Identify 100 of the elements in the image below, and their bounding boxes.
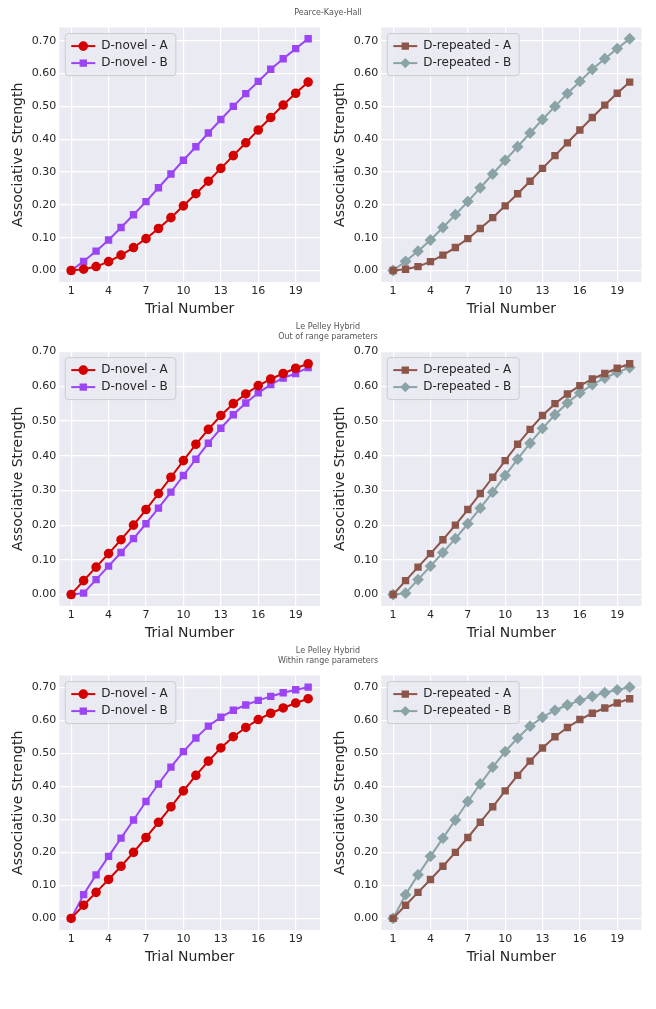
x-tick-label: 16 [572, 284, 587, 298]
x-tick-label: 19 [288, 608, 303, 622]
y-axis-title: Associative Strength [331, 406, 348, 551]
x-tick-label: 10 [498, 608, 513, 622]
x-tick-label: 1 [67, 284, 75, 298]
x-tick-label: 16 [572, 932, 587, 946]
x-tick-label: 7 [464, 932, 472, 946]
legend-label: D-repeated - B [423, 55, 512, 70]
y-tick-label: 0.40 [31, 779, 57, 793]
y-tick-label: 0.70 [31, 680, 57, 694]
x-tick-label: 10 [498, 284, 513, 298]
x-tick-label: 1 [67, 608, 75, 622]
legend-label: D-novel - A [101, 362, 169, 377]
x-tick-label: 10 [498, 932, 513, 946]
y-tick-label: 0.70 [353, 33, 379, 47]
y-tick-label: 0.00 [31, 263, 57, 277]
x-axis-title: Trial Number [465, 624, 557, 641]
x-tick-label: 16 [572, 608, 587, 622]
y-tick-label: 0.40 [31, 132, 57, 146]
y-tick-label: 0.50 [31, 746, 57, 760]
legend-label: D-repeated - A [423, 38, 512, 53]
x-tick-label: 7 [142, 608, 150, 622]
x-tick-label: 19 [610, 932, 625, 946]
y-tick-label: 0.40 [31, 448, 57, 462]
x-tick-label: 13 [213, 608, 228, 622]
y-tick-label: 0.10 [31, 230, 57, 244]
y-tick-label: 0.50 [353, 746, 379, 760]
y-tick-label: 0.60 [353, 713, 379, 727]
x-tick-label: 1 [389, 608, 397, 622]
y-tick-label: 0.10 [31, 878, 57, 892]
y-tick-label: 0.10 [31, 552, 57, 566]
y-axis-title: Associative Strength [331, 730, 348, 875]
y-tick-label: 0.00 [31, 587, 57, 601]
legend-label: D-novel - A [101, 686, 169, 701]
y-tick-label: 0.50 [353, 413, 379, 427]
x-tick-label: 1 [389, 932, 397, 946]
y-axis-title: Associative Strength [9, 82, 26, 227]
y-tick-label: 0.00 [353, 587, 379, 601]
y-axis-title: Associative Strength [331, 82, 348, 227]
y-tick-label: 0.50 [31, 99, 57, 113]
x-tick-label: 19 [288, 932, 303, 946]
y-tick-label: 0.00 [353, 263, 379, 277]
y-axis-title: Associative Strength [9, 730, 26, 875]
y-tick-label: 0.00 [31, 911, 57, 925]
chart-subtitle: Within range parameters [276, 656, 380, 666]
y-tick-label: 0.70 [353, 344, 379, 358]
chart-subtitle: Out of range parameters [277, 332, 379, 342]
y-axis-title: Associative Strength [9, 406, 26, 551]
x-tick-label: 7 [142, 284, 150, 298]
x-tick-label: 4 [426, 932, 434, 946]
x-tick-label: 7 [464, 608, 472, 622]
y-tick-label: 0.30 [31, 483, 57, 497]
y-tick-label: 0.60 [353, 379, 379, 393]
chart-title: Le Pelley Hybrid [294, 646, 362, 656]
y-tick-label: 0.20 [353, 197, 379, 211]
chart-title: Le Pelley Hybrid [294, 322, 362, 332]
y-tick-label: 0.20 [353, 517, 379, 531]
x-tick-label: 4 [105, 608, 113, 622]
x-axis-title: Trial Number [143, 948, 235, 965]
y-tick-label: 0.50 [353, 99, 379, 113]
y-tick-label: 0.60 [31, 66, 57, 80]
y-tick-label: 0.30 [31, 164, 57, 178]
y-tick-label: 0.20 [31, 517, 57, 531]
y-tick-label: 0.60 [31, 379, 57, 393]
y-tick-label: 0.70 [31, 33, 57, 47]
x-tick-label: 13 [213, 284, 228, 298]
x-axis-title: Trial Number [143, 300, 235, 317]
x-tick-label: 10 [176, 284, 191, 298]
x-tick-label: 19 [288, 284, 303, 298]
x-tick-label: 16 [251, 608, 266, 622]
y-tick-label: 0.30 [353, 483, 379, 497]
y-tick-label: 0.70 [31, 344, 57, 358]
x-axis-title: Trial Number [465, 300, 557, 317]
legend-label: D-novel - B [101, 379, 168, 394]
x-tick-label: 16 [251, 284, 266, 298]
y-tick-label: 0.10 [353, 230, 379, 244]
y-tick-label: 0.10 [353, 552, 379, 566]
y-tick-label: 0.30 [353, 164, 379, 178]
y-tick-label: 0.40 [353, 132, 379, 146]
x-tick-label: 7 [464, 284, 472, 298]
y-tick-label: 0.30 [353, 812, 379, 826]
y-tick-label: 0.50 [31, 413, 57, 427]
y-tick-label: 0.70 [353, 680, 379, 694]
y-tick-label: 0.20 [31, 197, 57, 211]
legend-label: D-repeated - A [423, 362, 512, 377]
x-tick-label: 4 [105, 932, 113, 946]
x-tick-label: 13 [535, 284, 550, 298]
x-axis-title: Trial Number [465, 948, 557, 965]
x-tick-label: 4 [426, 284, 434, 298]
legend-label: D-novel - B [101, 55, 168, 70]
x-tick-label: 13 [535, 932, 550, 946]
y-tick-label: 0.20 [353, 845, 379, 859]
legend-label: D-repeated - A [423, 686, 512, 701]
x-tick-label: 16 [251, 932, 266, 946]
chart-title: Pearce-Kaye-Hall [293, 8, 363, 18]
y-tick-label: 0.40 [353, 779, 379, 793]
y-tick-label: 0.40 [353, 448, 379, 462]
x-tick-label: 10 [176, 932, 191, 946]
x-axis-title: Trial Number [143, 624, 235, 641]
x-tick-label: 13 [213, 932, 228, 946]
